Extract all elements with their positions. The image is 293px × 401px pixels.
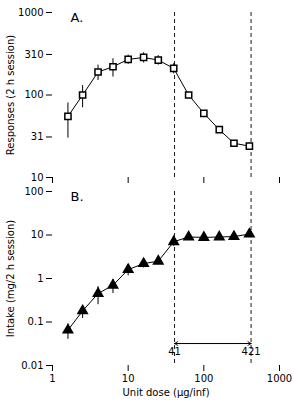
svg-text:B.: B. — [71, 189, 84, 204]
svg-text:10: 10 — [122, 373, 135, 384]
svg-text:0.01: 0.01 — [21, 360, 43, 371]
svg-text:100: 100 — [24, 186, 43, 197]
svg-text:10: 10 — [31, 172, 44, 183]
svg-text:A.: A. — [71, 10, 84, 25]
svg-text:10: 10 — [31, 229, 44, 240]
svg-text:Responses (2 h session): Responses (2 h session) — [5, 35, 16, 155]
svg-text:1: 1 — [37, 273, 43, 284]
svg-text:31: 31 — [31, 131, 44, 142]
svg-text:41: 41 — [168, 346, 181, 357]
svg-text:Unit dose (μg/inf): Unit dose (μg/inf) — [122, 387, 209, 398]
svg-text:1000: 1000 — [267, 373, 292, 384]
svg-text:1: 1 — [49, 373, 55, 384]
svg-text:100: 100 — [24, 89, 43, 100]
svg-text:100: 100 — [194, 373, 213, 384]
svg-text:0.1: 0.1 — [28, 316, 44, 327]
svg-text:Intake (mg/2 h session): Intake (mg/2 h session) — [5, 220, 16, 338]
svg-text:310: 310 — [24, 49, 43, 60]
svg-text:1000: 1000 — [18, 7, 43, 18]
svg-text:421: 421 — [242, 346, 261, 357]
